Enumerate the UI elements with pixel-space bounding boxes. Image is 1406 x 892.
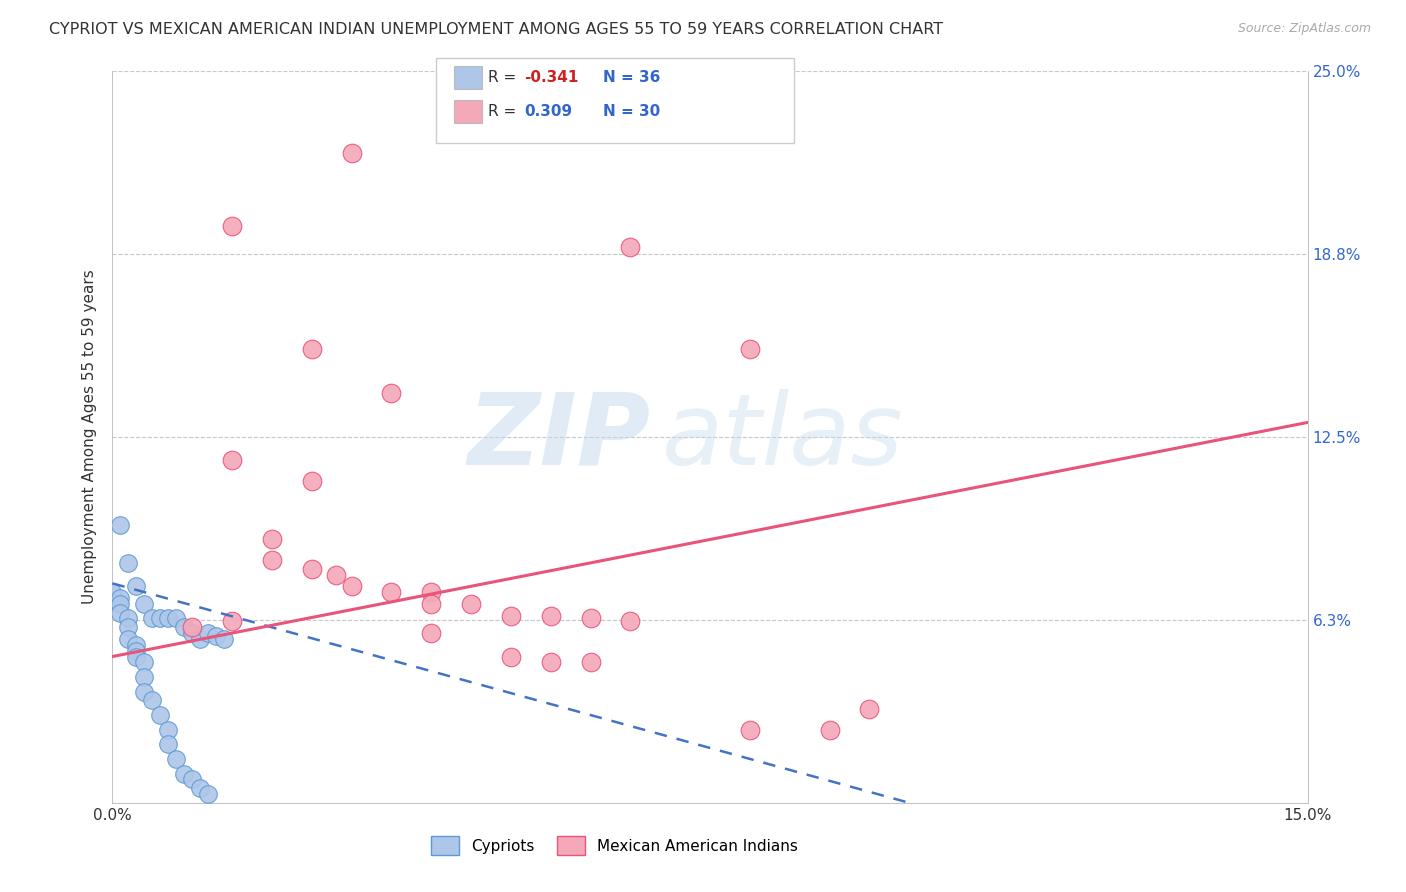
Point	[197, 626, 219, 640]
Point	[260, 553, 283, 567]
Text: CYPRIOT VS MEXICAN AMERICAN INDIAN UNEMPLOYMENT AMONG AGES 55 TO 59 YEARS CORREL: CYPRIOT VS MEXICAN AMERICAN INDIAN UNEMP…	[49, 22, 943, 37]
Point	[149, 611, 172, 625]
Point	[858, 702, 880, 716]
Point	[110, 517, 132, 532]
Point	[110, 597, 132, 611]
Point	[420, 597, 443, 611]
Point	[619, 240, 641, 254]
Point	[165, 611, 187, 625]
Text: N = 36: N = 36	[603, 70, 661, 85]
Point	[125, 649, 148, 664]
Text: atlas: atlas	[662, 389, 904, 485]
Point	[221, 615, 243, 629]
Point	[579, 656, 602, 670]
Point	[157, 723, 180, 737]
Point	[134, 656, 156, 670]
Point	[173, 766, 195, 780]
Point	[157, 737, 180, 751]
Text: -0.341: -0.341	[524, 70, 579, 85]
Point	[141, 693, 163, 707]
Point	[540, 608, 562, 623]
Legend: Cypriots, Mexican American Indians: Cypriots, Mexican American Indians	[425, 830, 804, 861]
Point	[134, 597, 156, 611]
Point	[149, 708, 172, 723]
Point	[221, 219, 243, 234]
Point	[165, 752, 187, 766]
Point	[420, 626, 443, 640]
Y-axis label: Unemployment Among Ages 55 to 59 years: Unemployment Among Ages 55 to 59 years	[82, 269, 97, 605]
Point	[380, 585, 402, 599]
Point	[619, 615, 641, 629]
Point	[110, 591, 132, 605]
Point	[738, 723, 761, 737]
Point	[188, 781, 211, 796]
Point	[540, 656, 562, 670]
Point	[301, 343, 323, 357]
Point	[460, 597, 482, 611]
Point	[125, 638, 148, 652]
Point	[110, 606, 132, 620]
Text: 0.309: 0.309	[524, 104, 572, 119]
Point	[260, 533, 283, 547]
Point	[141, 611, 163, 625]
Point	[340, 579, 363, 593]
Point	[499, 649, 522, 664]
Point	[117, 632, 139, 646]
Point	[157, 611, 180, 625]
Point	[181, 772, 204, 787]
Point	[301, 474, 323, 488]
Point	[212, 632, 235, 646]
Point	[188, 632, 211, 646]
Point	[380, 386, 402, 401]
Point	[117, 611, 139, 625]
Text: N = 30: N = 30	[603, 104, 661, 119]
Point	[818, 723, 841, 737]
Text: Source: ZipAtlas.com: Source: ZipAtlas.com	[1237, 22, 1371, 36]
Point	[205, 629, 228, 643]
Text: R =: R =	[488, 104, 522, 119]
Point	[499, 608, 522, 623]
Point	[181, 620, 204, 634]
Point	[325, 567, 347, 582]
Point	[134, 670, 156, 684]
Point	[221, 453, 243, 467]
Point	[420, 585, 443, 599]
Point	[101, 585, 124, 599]
Point	[125, 643, 148, 657]
Point	[125, 579, 148, 593]
Text: R =: R =	[488, 70, 522, 85]
Point	[340, 146, 363, 161]
Point	[134, 684, 156, 698]
Point	[117, 620, 139, 634]
Point	[117, 556, 139, 570]
Point	[579, 611, 602, 625]
Point	[197, 787, 219, 801]
Text: ZIP: ZIP	[467, 389, 651, 485]
Point	[738, 343, 761, 357]
Point	[173, 620, 195, 634]
Point	[181, 626, 204, 640]
Point	[301, 562, 323, 576]
